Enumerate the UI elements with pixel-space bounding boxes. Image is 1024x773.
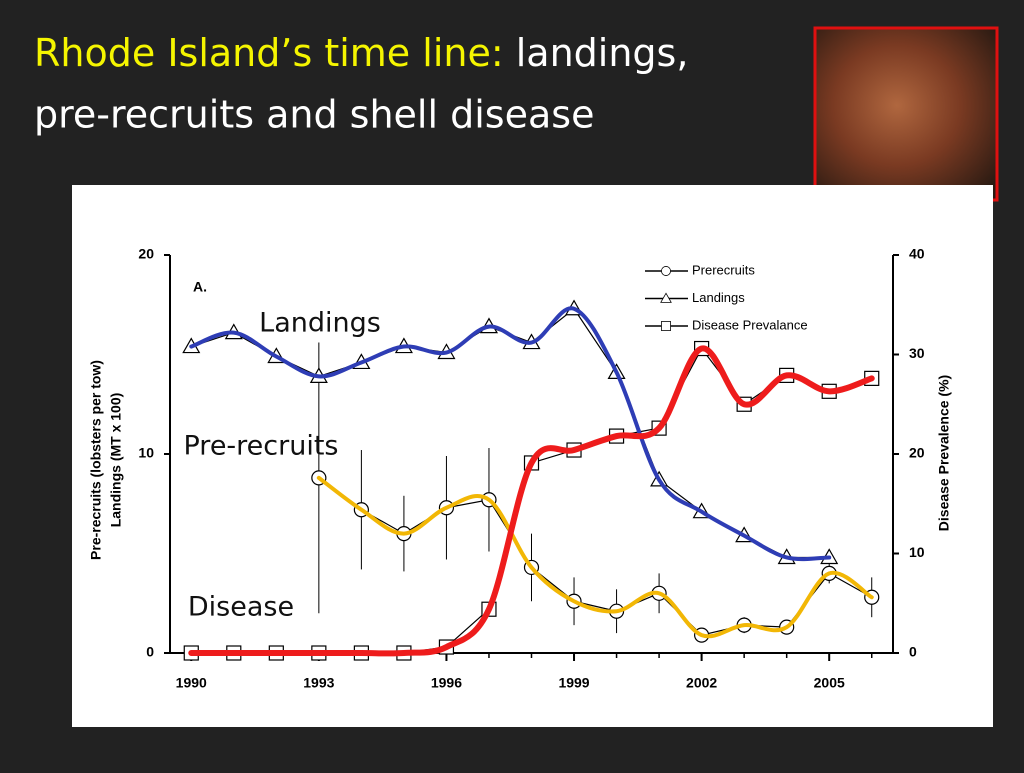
y2-axis-label: Disease Prevalence (%) (936, 375, 952, 531)
annotation: Disease (188, 592, 294, 623)
legend-label: Disease Prevalance (692, 317, 808, 332)
x-tick-label: 1990 (176, 675, 207, 691)
legend-marker (661, 321, 671, 331)
y-axis-label: Landings (MT x 100) (108, 393, 124, 528)
legend-label: Landings (692, 290, 745, 305)
highlight-curve (316, 475, 874, 639)
title-line2: pre-recruits and shell disease (34, 93, 594, 137)
highlight-curve (188, 345, 875, 657)
panel-label: A. (193, 279, 207, 295)
x-tick-label: 1999 (558, 675, 589, 691)
legend-marker (660, 292, 672, 303)
highlight-curve (189, 306, 832, 562)
x-tick-label: 2005 (814, 675, 845, 691)
title-line1: Rhode Island’s time line: landings, (34, 31, 688, 75)
legend-label: Prerecruits (692, 262, 755, 277)
legend-marker (661, 266, 671, 276)
title-rest: landings, (516, 31, 689, 75)
annotation: Pre-recruits (184, 431, 339, 462)
x-tick-label: 1993 (303, 675, 334, 691)
lobster-photo (813, 26, 999, 202)
y2-tick-label: 30 (909, 345, 925, 361)
y-tick-label: 20 (138, 246, 154, 262)
x-tick-label: 1996 (431, 675, 462, 691)
y2-tick-label: 0 (909, 644, 917, 660)
y-tick-label: 0 (146, 644, 154, 660)
y-tick-label: 10 (138, 445, 154, 461)
y2-tick-label: 40 (909, 246, 925, 262)
x-tick-label: 2002 (686, 675, 717, 691)
y-axis-label: Pre-recruits (lobsters per tow) (88, 360, 104, 560)
title-highlight: Rhode Island’s time line: (34, 31, 504, 75)
y2-tick-label: 10 (909, 544, 925, 560)
annotation: Landings (259, 308, 381, 339)
y2-tick-label: 20 (909, 445, 925, 461)
